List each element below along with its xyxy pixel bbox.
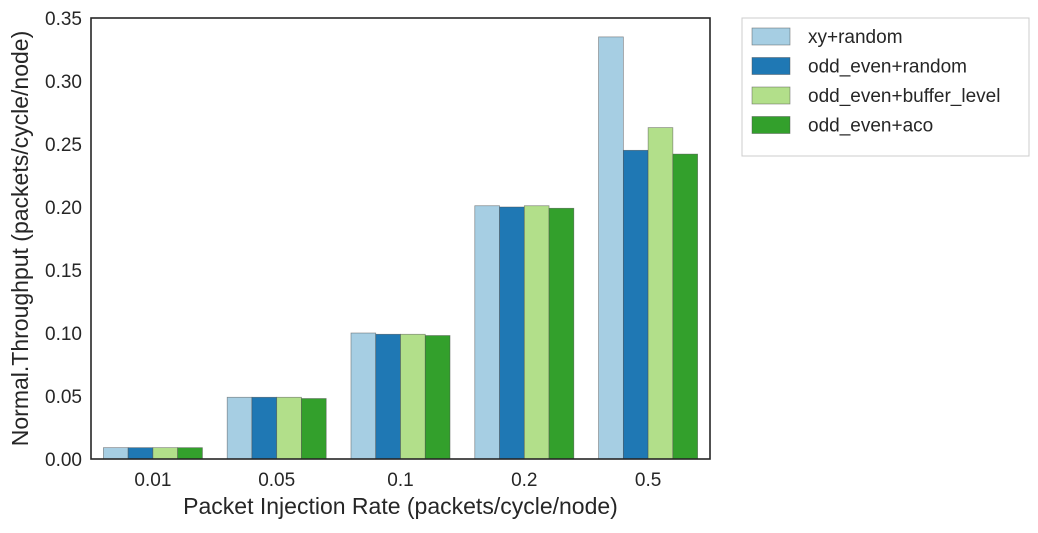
bar-odd-even-aco-0-2 xyxy=(548,207,575,460)
bar-odd-even-aco-0-01 xyxy=(177,447,203,460)
x-tick-label: 0.1 xyxy=(387,470,413,491)
bar-odd-even-random-0-2 xyxy=(499,206,525,460)
legend-swatch-odd-even-buffer-level xyxy=(751,86,791,105)
bar-odd-even-buffer-level-0-1 xyxy=(400,333,426,460)
legend-swatch-odd-even-aco xyxy=(751,116,791,134)
legend-swatch-xy-random xyxy=(751,27,791,46)
x-tick-label: 0.05 xyxy=(258,470,295,491)
legend: xy+random odd_even+random odd_even+buffer_… xyxy=(741,17,1030,157)
y-tick-label: 0.05 xyxy=(45,387,82,408)
x-tick-label: 0.2 xyxy=(511,470,537,491)
plot-frame xyxy=(90,17,711,460)
bar-odd-even-buffer-level-0-5 xyxy=(647,127,674,460)
y-tick-label: 0.10 xyxy=(45,324,82,345)
bar-xy-random-0-1 xyxy=(350,332,377,460)
y-tick-label: 0.15 xyxy=(45,261,82,282)
bar-odd-even-random-0-05 xyxy=(251,396,278,460)
y-tick-label: 0.20 xyxy=(45,198,82,219)
legend-label-odd-even-aco: odd_even+aco xyxy=(808,116,933,137)
x-tick-label: 0.5 xyxy=(635,470,661,491)
bar-odd-even-buffer-level-0-05 xyxy=(276,396,302,460)
legend-label-odd-even-buffer-level: odd_even+buffer_level xyxy=(808,86,1000,107)
bar-odd-even-random-0-5 xyxy=(622,149,649,460)
y-tick-label: 0.30 xyxy=(45,72,82,93)
bar-xy-random-0-2 xyxy=(474,205,500,460)
bar-odd-even-random-0-1 xyxy=(375,333,401,460)
y-tick-label: 0.00 xyxy=(45,450,82,471)
bar-odd-even-aco-0-5 xyxy=(672,153,698,460)
y-axis-ticks: 0.00 0.05 0.10 0.15 0.20 0.25 0.30 0.35 xyxy=(45,9,82,471)
y-tick-label: 0.25 xyxy=(45,135,82,156)
bar-xy-random-0-01 xyxy=(103,447,129,460)
x-axis-ticks: 0.01 0.05 0.1 0.2 0.5 xyxy=(134,470,661,491)
bar-odd-even-aco-0-1 xyxy=(424,335,451,460)
bar-odd-even-buffer-level-0-2 xyxy=(523,205,550,460)
bar-xy-random-0-5 xyxy=(598,36,624,460)
legend-swatch-odd-even-random xyxy=(751,57,791,75)
bar-odd-even-random-0-01 xyxy=(127,447,154,460)
bar-xy-random-0-05 xyxy=(226,396,253,460)
bar-odd-even-aco-0-05 xyxy=(301,398,327,460)
legend-label-odd-even-random: odd_even+random xyxy=(808,57,967,78)
x-tick-label: 0.01 xyxy=(134,470,171,491)
y-axis-title: Normal.Throughput (packets/cycle/node) xyxy=(7,31,33,446)
bar-odd-even-buffer-level-0-01 xyxy=(152,447,179,460)
y-tick-label: 0.35 xyxy=(45,9,82,30)
x-axis-title: Packet Injection Rate (packets/cycle/nod… xyxy=(183,493,618,519)
bars-layer xyxy=(103,36,698,460)
legend-label-xy-random: xy+random xyxy=(808,27,903,48)
